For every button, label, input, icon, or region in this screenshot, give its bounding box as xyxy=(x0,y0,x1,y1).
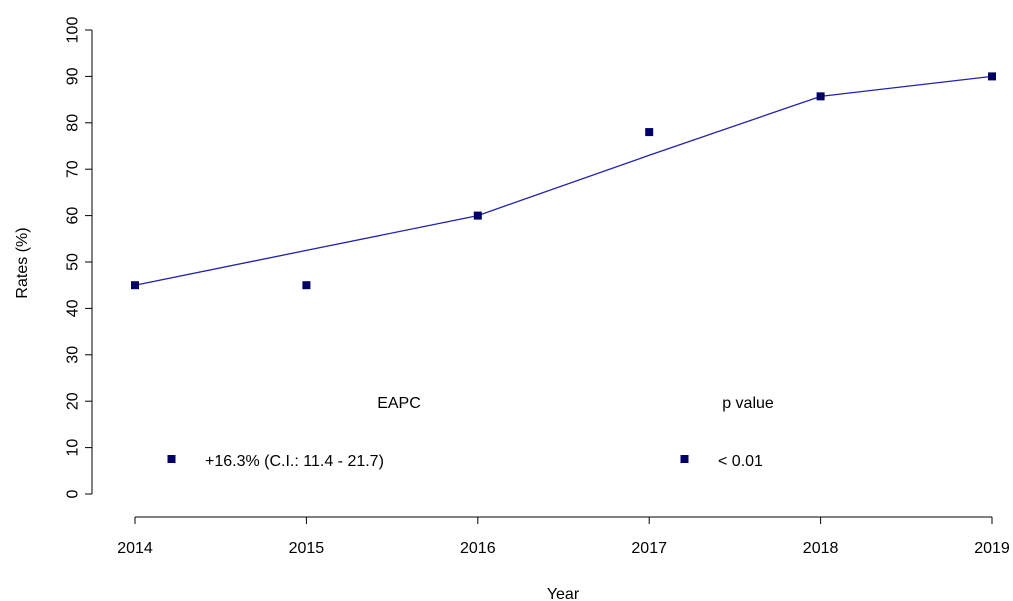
legend-eapc-value: +16.3% (C.I.: 11.4 - 21.7) xyxy=(205,453,384,470)
legend-eapc-header: EAPC xyxy=(377,395,421,412)
y-axis-label: Rates (%) xyxy=(14,227,31,298)
y-tick-label: 90 xyxy=(65,67,82,85)
x-tick-label: 2014 xyxy=(117,540,153,557)
x-tick-label: 2015 xyxy=(289,540,325,557)
data-point xyxy=(131,281,139,290)
x-axis-label: Year xyxy=(547,586,580,601)
x-tick-label: 2019 xyxy=(974,540,1010,557)
y-tick-label: 50 xyxy=(65,253,82,271)
x-tick-label: 2016 xyxy=(460,540,496,557)
legend: EAPC p value +16.3% (C.I.: 11.4 - 21.7) … xyxy=(167,395,774,470)
data-point xyxy=(816,92,825,101)
data-point xyxy=(473,211,482,220)
x-tick-label: 2018 xyxy=(803,540,839,557)
axes xyxy=(91,30,992,518)
y-tick-label: 100 xyxy=(65,17,82,44)
y-tick-label: 10 xyxy=(65,439,82,457)
y-tick-label: 40 xyxy=(65,299,82,317)
legend-p-marker xyxy=(680,455,689,463)
y-tick-label: 30 xyxy=(65,346,82,364)
data-point xyxy=(988,72,996,81)
x-tick-label: 2017 xyxy=(631,540,667,557)
data-point xyxy=(302,281,311,290)
data-points xyxy=(131,72,996,290)
data-point xyxy=(645,128,654,137)
y-ticks: 0 10 20 30 40 50 60 70 80 90 100 xyxy=(65,17,92,498)
series-line xyxy=(134,75,993,286)
y-tick-label: 0 xyxy=(65,489,82,498)
legend-eapc-marker xyxy=(167,455,176,463)
y-tick-label: 70 xyxy=(65,160,82,178)
y-tick-label: 20 xyxy=(65,392,82,410)
x-ticks: 2014 2015 2016 2017 2018 2019 xyxy=(117,517,1010,557)
legend-p-value: < 0.01 xyxy=(718,453,763,470)
y-tick-label: 80 xyxy=(65,114,82,132)
y-tick-label: 60 xyxy=(65,207,82,225)
legend-p-header: p value xyxy=(722,395,774,412)
